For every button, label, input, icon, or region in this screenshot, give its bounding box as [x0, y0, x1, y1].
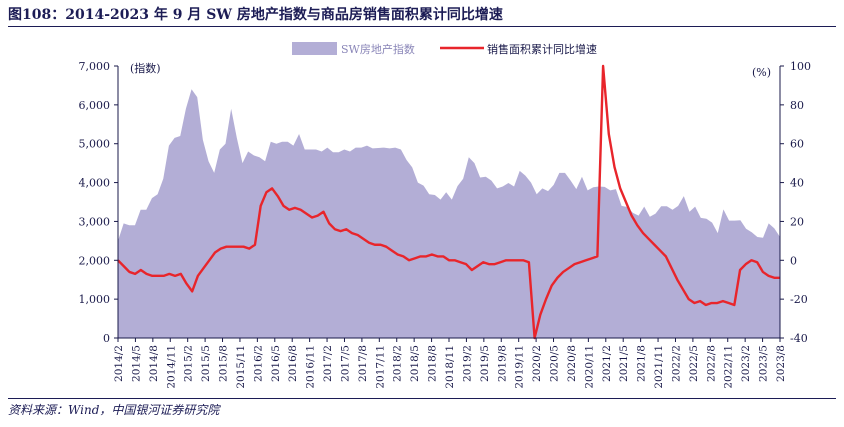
right-tick-label: 0: [790, 254, 797, 267]
x-tick-label: 2016/8: [287, 345, 299, 382]
right-tick-label: 80: [790, 99, 804, 112]
x-tick-label: 2017/5: [339, 345, 351, 382]
x-tick-label: 2014/2: [113, 345, 125, 382]
left-tick-label: 4,000: [79, 177, 111, 190]
left-tick-label: 1,000: [79, 293, 111, 306]
x-tick-label: 2015/11: [235, 345, 247, 389]
x-tick-label: 2015/8: [218, 345, 230, 382]
x-tick-label: 2020/5: [549, 345, 561, 382]
x-tick-label: 2020/11: [583, 345, 595, 389]
x-tick-label: 2020/2: [531, 345, 543, 382]
x-tick-label: 2018/5: [409, 345, 421, 382]
x-tick-label: 2023/8: [775, 345, 787, 382]
x-tick-label: 2020/8: [566, 345, 578, 382]
x-tick-label: 2021/5: [618, 345, 630, 382]
left-tick-label: 5,000: [79, 138, 111, 151]
x-tick-label: 2017/8: [357, 345, 369, 382]
x-tick-label: 2023/2: [740, 345, 752, 382]
x-tick-label: 2018/11: [444, 345, 456, 389]
source-divider: [8, 398, 836, 399]
chart: 0 1,000 2,000 3,000 4,000 5,000 6,000 7,000 -40 -…: [79, 42, 811, 389]
x-tick-label: 2014/11: [165, 345, 177, 389]
series-area-sw-index: [118, 89, 780, 338]
x-tick-label: 2016/5: [270, 345, 282, 382]
x-tick-label: 2019/5: [479, 345, 491, 382]
x-tick-label: 2019/2: [461, 345, 473, 382]
x-tick-label: 2019/11: [514, 345, 526, 389]
title-divider: [8, 26, 836, 27]
x-tick-label: 2023/5: [758, 345, 770, 382]
right-tick-label: -20: [790, 293, 808, 306]
x-tick-label: 2018/8: [427, 345, 439, 382]
x-tick-label: 2017/11: [374, 345, 386, 389]
left-axis-unit: (指数): [130, 61, 161, 75]
x-tick-label: 2019/8: [496, 345, 508, 382]
right-axis-unit: (%): [752, 66, 771, 79]
left-tick-label: 3,000: [79, 215, 111, 228]
x-tick-label: 2022/8: [705, 345, 717, 382]
x-tick-label: 2021/8: [636, 345, 648, 382]
x-tick-label: 2016/11: [305, 345, 317, 389]
left-tick-label: 0: [103, 332, 110, 345]
right-tick-label: 100: [790, 60, 811, 73]
legend-label-area: SW房地产指数: [341, 42, 415, 56]
x-tick-label: 2015/2: [183, 345, 195, 382]
series-line-sales-area-growth: [117, 64, 780, 340]
right-tick-label: 40: [790, 177, 804, 190]
right-tick-label: -40: [790, 332, 808, 345]
x-tick-label: 2022/2: [670, 345, 682, 382]
left-tick-label: 7,000: [79, 60, 111, 73]
x-tick-label: 2022/5: [688, 345, 700, 382]
x-tick-label: 2014/5: [130, 345, 142, 382]
legend-label-line: 销售面积累计同比增速: [487, 42, 597, 56]
x-tick-label: 2021/11: [653, 345, 665, 389]
source-note: 资料来源：Wind，中国银河证券研究院: [8, 403, 220, 417]
figure-title: 图108：2014-2023 年 9 月 SW 房地产指数与商品房销售面积累计同…: [8, 7, 503, 23]
left-tick-label: 2,000: [79, 254, 111, 267]
x-tick-label: 2016/2: [252, 345, 264, 382]
x-tick-label: 2018/2: [392, 345, 404, 382]
left-tick-label: 6,000: [79, 99, 111, 112]
x-tick-label: 2015/5: [200, 345, 212, 382]
right-tick-label: 20: [790, 215, 804, 228]
x-tick-label: 2014/8: [148, 345, 160, 382]
x-tick-label: 2021/2: [601, 345, 613, 382]
right-tick-label: 60: [790, 138, 804, 151]
legend-swatch-area: [292, 42, 337, 55]
x-tick-label: 2017/2: [322, 345, 334, 382]
x-tick-label: 2022/11: [723, 345, 735, 389]
